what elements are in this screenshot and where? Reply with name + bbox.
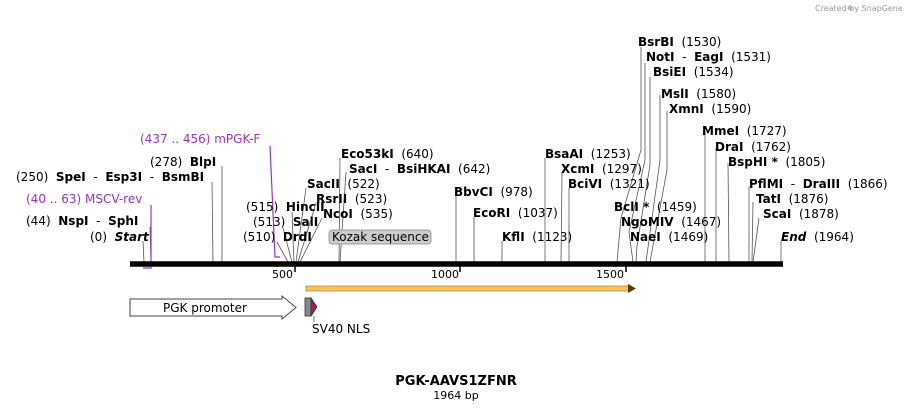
enzyme-label[interactable]: NotI - EagI (1531) bbox=[646, 50, 771, 64]
scai-leader bbox=[752, 217, 760, 263]
enzyme-label[interactable]: NgoMIV (1467) bbox=[621, 215, 721, 229]
leader-lines bbox=[142, 47, 782, 263]
bsrbi-leader bbox=[616, 47, 642, 263]
xcmi-leader bbox=[560, 172, 563, 263]
tati-leader bbox=[751, 201, 754, 263]
backbone-fill bbox=[130, 262, 783, 266]
enzyme-label[interactable]: (250) SpeI - Esp3I - BsmBI bbox=[16, 170, 204, 184]
eco53ki-leader bbox=[338, 157, 341, 263]
enzyme-label[interactable]: ScaI (1878) bbox=[763, 207, 839, 221]
spei-leader bbox=[211, 181, 214, 263]
bsiei-leader bbox=[635, 77, 651, 263]
enzyme-label[interactable]: (513) SalI bbox=[253, 215, 318, 229]
drdi-leader bbox=[276, 241, 289, 263]
hincii-leader bbox=[291, 211, 295, 263]
msli-leader bbox=[645, 95, 661, 263]
saci-leader bbox=[339, 171, 347, 263]
rsrii-leader bbox=[297, 202, 317, 263]
enzyme-label[interactable]: EcoRI (1037) bbox=[473, 206, 558, 220]
enzyme-label[interactable]: SacI - BsiHKAI (642) bbox=[349, 162, 490, 176]
enzyme-label[interactable]: BciVI (1321) bbox=[568, 177, 650, 191]
mscv-rev-primer-line bbox=[143, 205, 152, 269]
enzyme-label[interactable]: RsrII (523) bbox=[316, 192, 387, 206]
mscv-rev-primer-label: (40 .. 63) MSCV-rev bbox=[26, 192, 142, 206]
xmni-leader bbox=[649, 111, 668, 263]
tick-marks bbox=[294, 266, 627, 272]
watermark-text: Created by SnapGene bbox=[815, 4, 903, 13]
enzyme-label[interactable]: NcoI (535) bbox=[323, 207, 393, 221]
enzyme-label[interactable]: BspHI * (1805) bbox=[728, 155, 825, 169]
noti-leader bbox=[628, 63, 646, 263]
enzyme-label[interactable]: TatI (1876) bbox=[756, 192, 828, 206]
enzyme-labels: (0) Start (44) NspI - SphI (250) SpeI - Es… bbox=[16, 35, 888, 244]
enzyme-label[interactable]: (515) HincII bbox=[246, 200, 325, 214]
tick-label-1500: 1500 bbox=[596, 268, 624, 281]
enzyme-label[interactable]: SacII (522) bbox=[307, 177, 380, 191]
enzyme-label[interactable]: BsiEI (1534) bbox=[653, 65, 734, 79]
sacii-leader bbox=[295, 187, 307, 263]
orf-arrow-body[interactable] bbox=[305, 285, 631, 292]
nls-label: SV40 NLS bbox=[312, 322, 370, 336]
kozak-box[interactable] bbox=[328, 229, 432, 245]
enzyme-label[interactable]: XcmI (1297) bbox=[561, 162, 642, 176]
enzyme-label[interactable]: DraI (1762) bbox=[715, 140, 791, 154]
pgk-promoter-label: PGK promoter bbox=[163, 301, 247, 315]
enzyme-label[interactable]: End (1964) bbox=[781, 230, 854, 244]
primer-marks bbox=[143, 145, 280, 269]
map-title: PGK-AAVS1ZFNR bbox=[395, 374, 516, 389]
enzyme-label[interactable]: (510) DrdI bbox=[243, 230, 312, 244]
tick-label-500: 500 bbox=[272, 268, 293, 281]
enzyme-label[interactable]: MmeI (1727) bbox=[702, 124, 787, 138]
enzyme-label[interactable]: KflI (1123) bbox=[502, 230, 572, 244]
orf-arrow-head bbox=[628, 284, 636, 293]
enzyme-label[interactable]: BsaAI (1253) bbox=[545, 147, 631, 161]
mpgk-f-primer-label: (437 .. 456) mPGK-F bbox=[140, 132, 260, 146]
map-length: 1964 bp bbox=[433, 389, 478, 402]
kozak-label: Kozak sequence bbox=[332, 230, 429, 244]
bsphi-leader bbox=[727, 162, 730, 263]
nls-grey-block bbox=[304, 297, 312, 317]
mpgk-f-primer-line bbox=[269, 145, 280, 258]
enzyme-label[interactable]: (0) Start bbox=[90, 230, 150, 244]
sali-leader bbox=[282, 227, 293, 263]
enzyme-label[interactable]: XmnI (1590) bbox=[669, 102, 751, 116]
enzyme-label[interactable]: NaeI (1469) bbox=[630, 230, 708, 244]
nls-arrow[interactable] bbox=[310, 296, 318, 318]
enzyme-label[interactable]: MslI (1580) bbox=[661, 87, 736, 101]
enzyme-label[interactable]: (44) NspI - SphI bbox=[26, 214, 138, 228]
enzyme-label[interactable]: BclI * (1459) bbox=[614, 200, 697, 214]
pgk-promoter-arrow[interactable] bbox=[129, 294, 297, 321]
enzyme-label[interactable]: (278) BlpI bbox=[150, 155, 216, 169]
ncoi-leader bbox=[299, 217, 323, 263]
tick-label-1000: 1000 bbox=[431, 268, 459, 281]
enzyme-label[interactable]: BsrBI (1530) bbox=[638, 35, 721, 49]
enzyme-label[interactable]: PflMI - DraIII (1866) bbox=[749, 177, 888, 191]
snapgene-logo-icon bbox=[847, 5, 853, 11]
enzyme-label[interactable]: BbvCI (978) bbox=[454, 185, 533, 199]
enzyme-label[interactable]: Eco53kI (640) bbox=[341, 147, 434, 161]
start-leader bbox=[142, 240, 145, 263]
